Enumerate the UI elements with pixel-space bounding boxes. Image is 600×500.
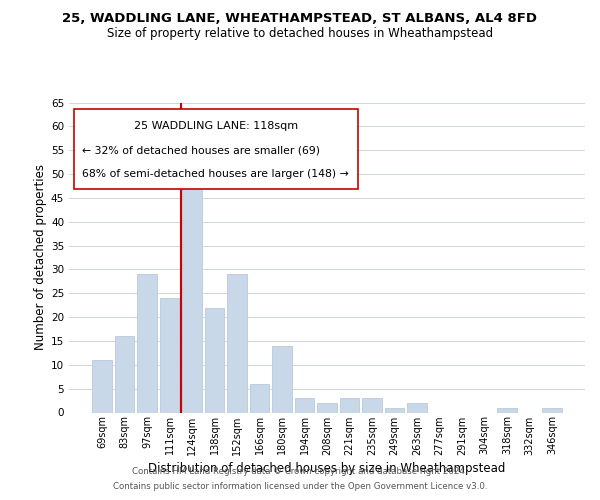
Bar xyxy=(250,384,269,412)
Bar xyxy=(407,403,427,412)
Bar xyxy=(542,408,562,412)
Bar xyxy=(362,398,382,412)
Bar xyxy=(137,274,157,412)
Text: 68% of semi-detached houses are larger (148) →: 68% of semi-detached houses are larger (… xyxy=(82,169,349,179)
FancyBboxPatch shape xyxy=(74,108,358,190)
Bar xyxy=(497,408,517,412)
Bar xyxy=(92,360,112,412)
Bar xyxy=(295,398,314,412)
Text: 25, WADDLING LANE, WHEATHAMPSTEAD, ST ALBANS, AL4 8FD: 25, WADDLING LANE, WHEATHAMPSTEAD, ST AL… xyxy=(62,12,538,26)
Bar xyxy=(272,346,292,412)
Text: Contains HM Land Registry data © Crown copyright and database right 2024.: Contains HM Land Registry data © Crown c… xyxy=(132,467,468,476)
Bar xyxy=(227,274,247,412)
Bar xyxy=(115,336,134,412)
X-axis label: Distribution of detached houses by size in Wheathampstead: Distribution of detached houses by size … xyxy=(148,462,506,474)
Bar xyxy=(385,408,404,412)
Text: Contains public sector information licensed under the Open Government Licence v3: Contains public sector information licen… xyxy=(113,482,487,491)
Text: Size of property relative to detached houses in Wheathampstead: Size of property relative to detached ho… xyxy=(107,28,493,40)
Text: ← 32% of detached houses are smaller (69): ← 32% of detached houses are smaller (69… xyxy=(82,146,320,156)
Bar xyxy=(340,398,359,412)
Y-axis label: Number of detached properties: Number of detached properties xyxy=(34,164,47,350)
Bar xyxy=(317,403,337,412)
Bar xyxy=(182,164,202,412)
Bar xyxy=(160,298,179,412)
Text: 25 WADDLING LANE: 118sqm: 25 WADDLING LANE: 118sqm xyxy=(134,121,298,131)
Bar xyxy=(205,308,224,412)
